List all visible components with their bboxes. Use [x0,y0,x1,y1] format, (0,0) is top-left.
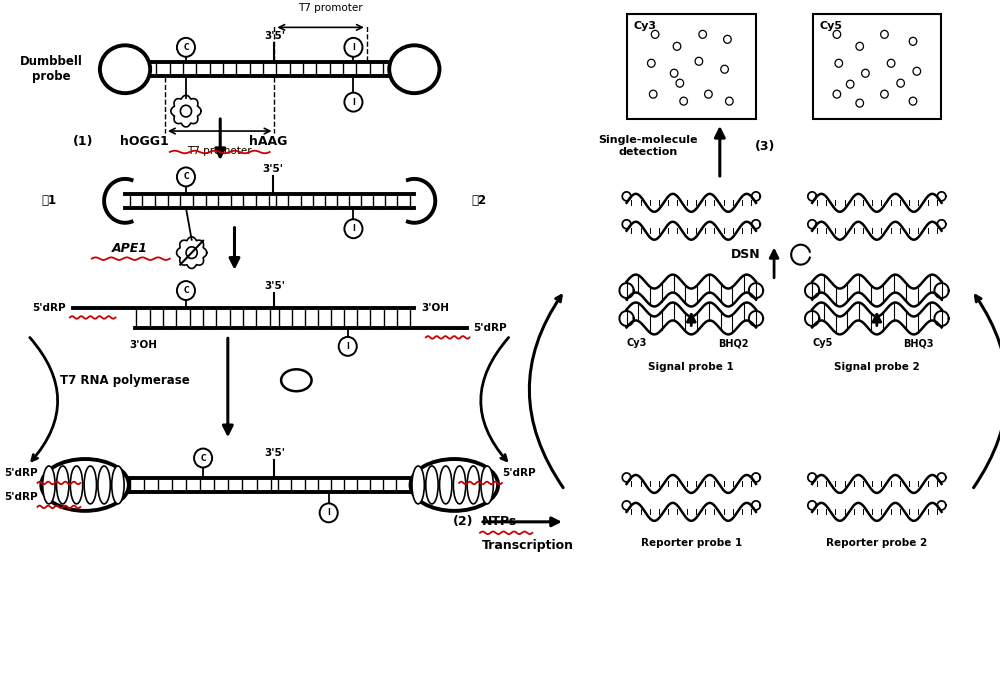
Circle shape [180,106,192,117]
Text: I: I [352,224,355,233]
Text: 5'dRP: 5'dRP [473,324,507,333]
Text: 3'5': 3'5' [264,281,285,290]
Circle shape [344,219,362,238]
Text: T7 RNA polymerase: T7 RNA polymerase [60,374,190,387]
Text: (1): (1) [73,135,93,148]
Text: 3'OH: 3'OH [421,304,449,313]
Ellipse shape [411,459,498,511]
Text: I: I [327,509,330,518]
Text: hOGG1: hOGG1 [120,135,168,148]
Text: I: I [346,342,349,351]
Ellipse shape [98,466,110,504]
Text: hAAG: hAAG [249,135,287,148]
Circle shape [186,247,197,259]
Ellipse shape [412,466,424,504]
Bar [813,14,941,119]
Text: 5'dRP: 5'dRP [4,468,37,478]
Circle shape [177,38,195,57]
Ellipse shape [112,466,124,504]
Polygon shape [177,237,207,268]
Ellipse shape [100,46,150,93]
Ellipse shape [389,46,439,93]
Text: (3): (3) [755,139,775,152]
Circle shape [177,281,195,300]
Circle shape [344,92,362,112]
Text: 3'OH: 3'OH [130,340,158,351]
Ellipse shape [70,466,83,504]
Text: 3'5': 3'5' [264,31,285,41]
Text: C: C [183,43,189,52]
Text: APE1: APE1 [112,242,148,255]
Circle shape [339,337,357,356]
Ellipse shape [467,466,480,504]
Ellipse shape [57,466,69,504]
Text: 3'5': 3'5' [262,164,283,174]
Text: Reporter probe 1: Reporter probe 1 [641,538,742,548]
Text: Single-molecule
detection: Single-molecule detection [599,135,698,157]
Text: 环2: 环2 [471,195,487,207]
Ellipse shape [84,466,97,504]
Ellipse shape [426,466,438,504]
Text: T7 promoter: T7 promoter [298,3,362,13]
Ellipse shape [440,466,452,504]
Text: 5'dRP: 5'dRP [32,304,66,313]
Text: DSN: DSN [731,248,760,261]
Text: I: I [352,43,355,52]
Text: 5'dRP: 5'dRP [4,492,37,502]
Text: Signal probe 2: Signal probe 2 [834,362,920,373]
Text: 5'dRP: 5'dRP [502,468,536,478]
Text: Transcription: Transcription [482,540,574,552]
Text: Signal probe 1: Signal probe 1 [648,362,734,373]
Text: NTPs: NTPs [482,515,517,529]
Circle shape [177,168,195,186]
Circle shape [344,38,362,57]
Text: Cy3: Cy3 [627,338,647,348]
Text: C: C [183,286,189,295]
Text: C: C [183,172,189,181]
Text: (2): (2) [453,515,474,529]
Ellipse shape [43,466,55,504]
Text: 环1: 环1 [41,195,56,207]
Ellipse shape [453,466,466,504]
Text: Dumbbell
probe: Dumbbell probe [19,55,82,83]
Text: Cy5: Cy5 [819,21,842,31]
Text: I: I [352,98,355,107]
Text: T7 promoter: T7 promoter [187,146,252,156]
Text: Cy3: Cy3 [634,21,657,31]
Circle shape [320,504,338,522]
Ellipse shape [481,466,493,504]
Text: Reporter probe 2: Reporter probe 2 [826,538,927,548]
Text: 3'5': 3'5' [264,448,285,458]
Circle shape [194,448,212,468]
Ellipse shape [41,459,129,511]
Text: C: C [200,453,206,462]
Bar [627,14,756,119]
Polygon shape [171,95,201,127]
Text: BHQ3: BHQ3 [903,338,934,348]
Text: Cy5: Cy5 [812,338,833,348]
Text: BHQ2: BHQ2 [718,338,748,348]
